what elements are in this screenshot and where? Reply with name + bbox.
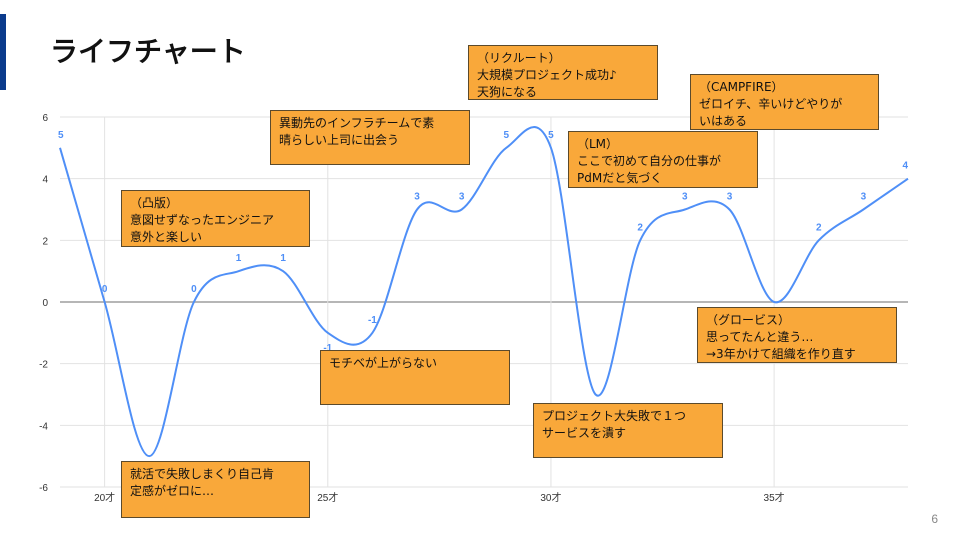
x-tick-label: 25才 <box>317 491 338 504</box>
data-label: 0 <box>191 284 197 295</box>
data-label: 2 <box>637 222 643 233</box>
data-label: 5 <box>58 130 64 141</box>
life-line-series <box>59 126 909 458</box>
annotation-box: （リクルート） 大規模プロジェクト成功♪ 天狗になる <box>468 45 658 100</box>
y-tick-label: 0 <box>42 298 48 309</box>
slide-title: ライフチャート <box>50 35 246 68</box>
y-tick-label: -2 <box>39 360 48 371</box>
annotation-box: （凸版） 意図せずなったエンジニア 意外と楽しい <box>121 190 310 247</box>
x-tick-label: 35才 <box>764 491 785 504</box>
data-label: 3 <box>459 192 465 203</box>
data-label: 0 <box>102 284 108 295</box>
data-label: -1 <box>368 315 377 326</box>
grid-lines <box>60 116 908 488</box>
annotation-box: （グロービス） 思ってたんと違う… →3年かけて組織を作り直す <box>697 307 897 363</box>
x-tick-label: 30才 <box>540 491 561 504</box>
data-label: 3 <box>414 192 420 203</box>
annotation-box: （LM） ここで初めて自分の仕事が PdMだと気づく <box>568 131 758 188</box>
y-tick-label: 2 <box>42 236 48 247</box>
annotation-box: 就活で失敗しまくり自己肯 定感がゼロに… <box>121 461 310 518</box>
accent-bar <box>0 14 6 90</box>
y-tick-label: -6 <box>39 483 48 494</box>
data-label: 3 <box>682 192 688 203</box>
data-label: 5 <box>504 130 510 141</box>
data-label: 3 <box>861 192 867 203</box>
y-tick-label: 6 <box>42 113 48 124</box>
data-label: 5 <box>548 130 554 141</box>
y-tick-label: -4 <box>39 421 48 432</box>
data-label: -1 <box>323 343 332 354</box>
y-tick-label: 4 <box>42 175 48 186</box>
x-tick-label: 20才 <box>94 491 115 504</box>
annotation-box: モチベが上がらない <box>320 350 510 405</box>
axis-labels: 6 4 2 0 -2 -4 -6 20才 25才 30才 35才 <box>39 113 785 504</box>
data-label: 3 <box>727 192 733 203</box>
data-label: 2 <box>816 222 822 233</box>
annotation-box: プロジェクト大失敗で１つ サービスを潰す <box>533 403 723 458</box>
data-label: 1 <box>236 253 242 264</box>
data-label: 1 <box>280 253 286 264</box>
page-number: 6 <box>931 512 938 526</box>
annotation-box: （CAMPFIRE） ゼロイチ、辛いけどやりが いはある <box>690 74 879 130</box>
data-label: 4 <box>902 161 908 172</box>
annotation-box: 異動先のインフラチームで素 晴らしい上司に出会う <box>270 110 470 165</box>
